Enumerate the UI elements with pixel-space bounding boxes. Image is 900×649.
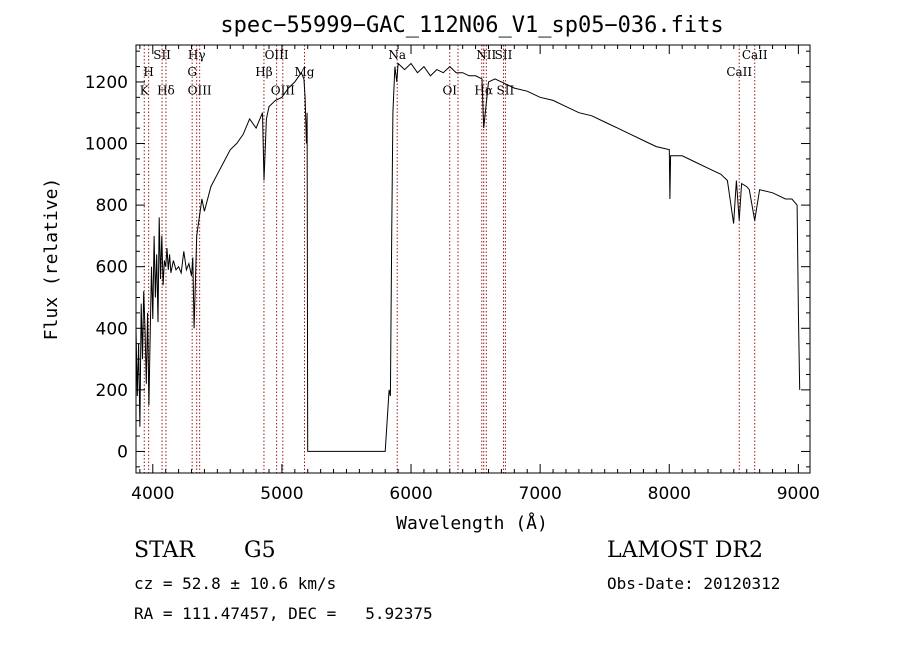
line-label: SII [497,83,515,97]
line-label: SII [495,48,513,62]
line-label: NII [476,48,496,62]
line-label: CaII [742,48,768,62]
x-tick-label: 9000 [777,484,820,504]
survey-name: LAMOST DR2 [607,538,763,563]
emission-line-markers [143,45,756,473]
y-tick-label: 0 [117,442,128,462]
line-label: K [140,83,150,97]
x-tick-label: 4000 [131,484,174,504]
line-label: OIII [188,83,212,97]
y-tick-label: 200 [96,381,128,401]
line-label: OIII [271,83,295,97]
redshift-readout: cz = 52.8 ± 10.6 km/s [134,574,337,593]
x-tick-label: 6000 [389,484,432,504]
object-class: STAR [134,538,195,563]
x-tick-label: 8000 [648,484,691,504]
plot-frame [135,44,811,474]
line-label: Hγ [188,48,206,62]
line-label: H [143,65,153,79]
line-label: CaII [726,65,752,79]
chart-title: spec−55999−GAC_112N06_V1_sp05−036.fits [220,13,723,38]
observation-date: Obs-Date: 20120312 [607,574,781,593]
y-axis-ticks: 0 200 400 600 800 1000 1200 [85,50,810,468]
y-axis-label: Flux (relative) [41,178,62,341]
line-label: Hδ [157,83,175,97]
line-label: G [187,65,197,79]
line-label: Na [388,48,406,62]
y-tick-label: 600 [96,258,128,278]
spectrum-line [135,62,801,452]
coordinates-readout: RA = 111.47457, DEC = 5.92375 [134,604,433,623]
line-label: SII [153,48,171,62]
x-tick-label: 5000 [260,484,303,504]
line-label: Hα [474,83,493,97]
object-subclass: G5 [244,538,276,563]
x-axis-label: Wavelength (Å) [396,512,548,534]
line-label: OIII [265,48,289,62]
y-tick-label: 800 [96,196,128,216]
spectrum-series [135,62,801,452]
y-tick-label: 1000 [85,135,128,155]
line-label: Mg [295,65,315,79]
line-labels: HKSIIHδHγGOIIIOIIIHβOIIIMgNaOINIIHαSIISI… [140,48,768,97]
x-axis-ticks: 4000 5000 6000 7000 8000 9000 [131,45,820,504]
line-label: OI [442,83,457,97]
y-tick-label: 400 [96,319,128,339]
line-label: Hβ [255,65,272,79]
y-tick-label: 1200 [85,73,128,93]
x-tick-label: 7000 [519,484,562,504]
